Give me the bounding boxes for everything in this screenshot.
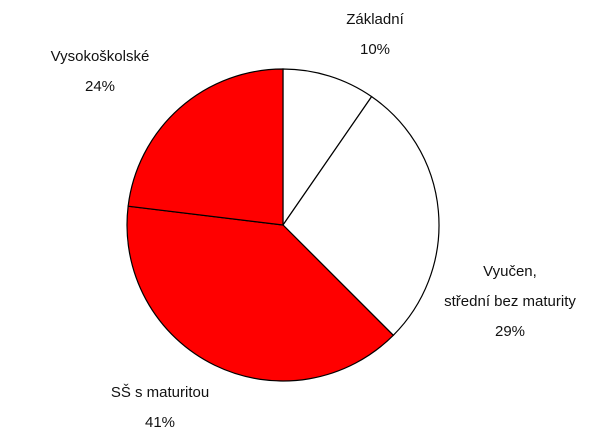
slice-label: Vysokoškolské (51, 48, 150, 65)
pie-slice (126, 205, 395, 382)
pie-slice (282, 95, 440, 337)
pie-slice (282, 68, 373, 227)
pie-slice (127, 68, 284, 226)
slice-label: SŠ s maturitou (111, 384, 209, 401)
value-label: 41% (145, 414, 175, 431)
value-label: 10% (360, 41, 390, 58)
slice-label: Vyučen, střední bez maturity (444, 263, 576, 310)
slice-label: Základní (346, 11, 404, 28)
value-label: 29% (495, 323, 525, 340)
value-label: 24% (85, 78, 115, 95)
